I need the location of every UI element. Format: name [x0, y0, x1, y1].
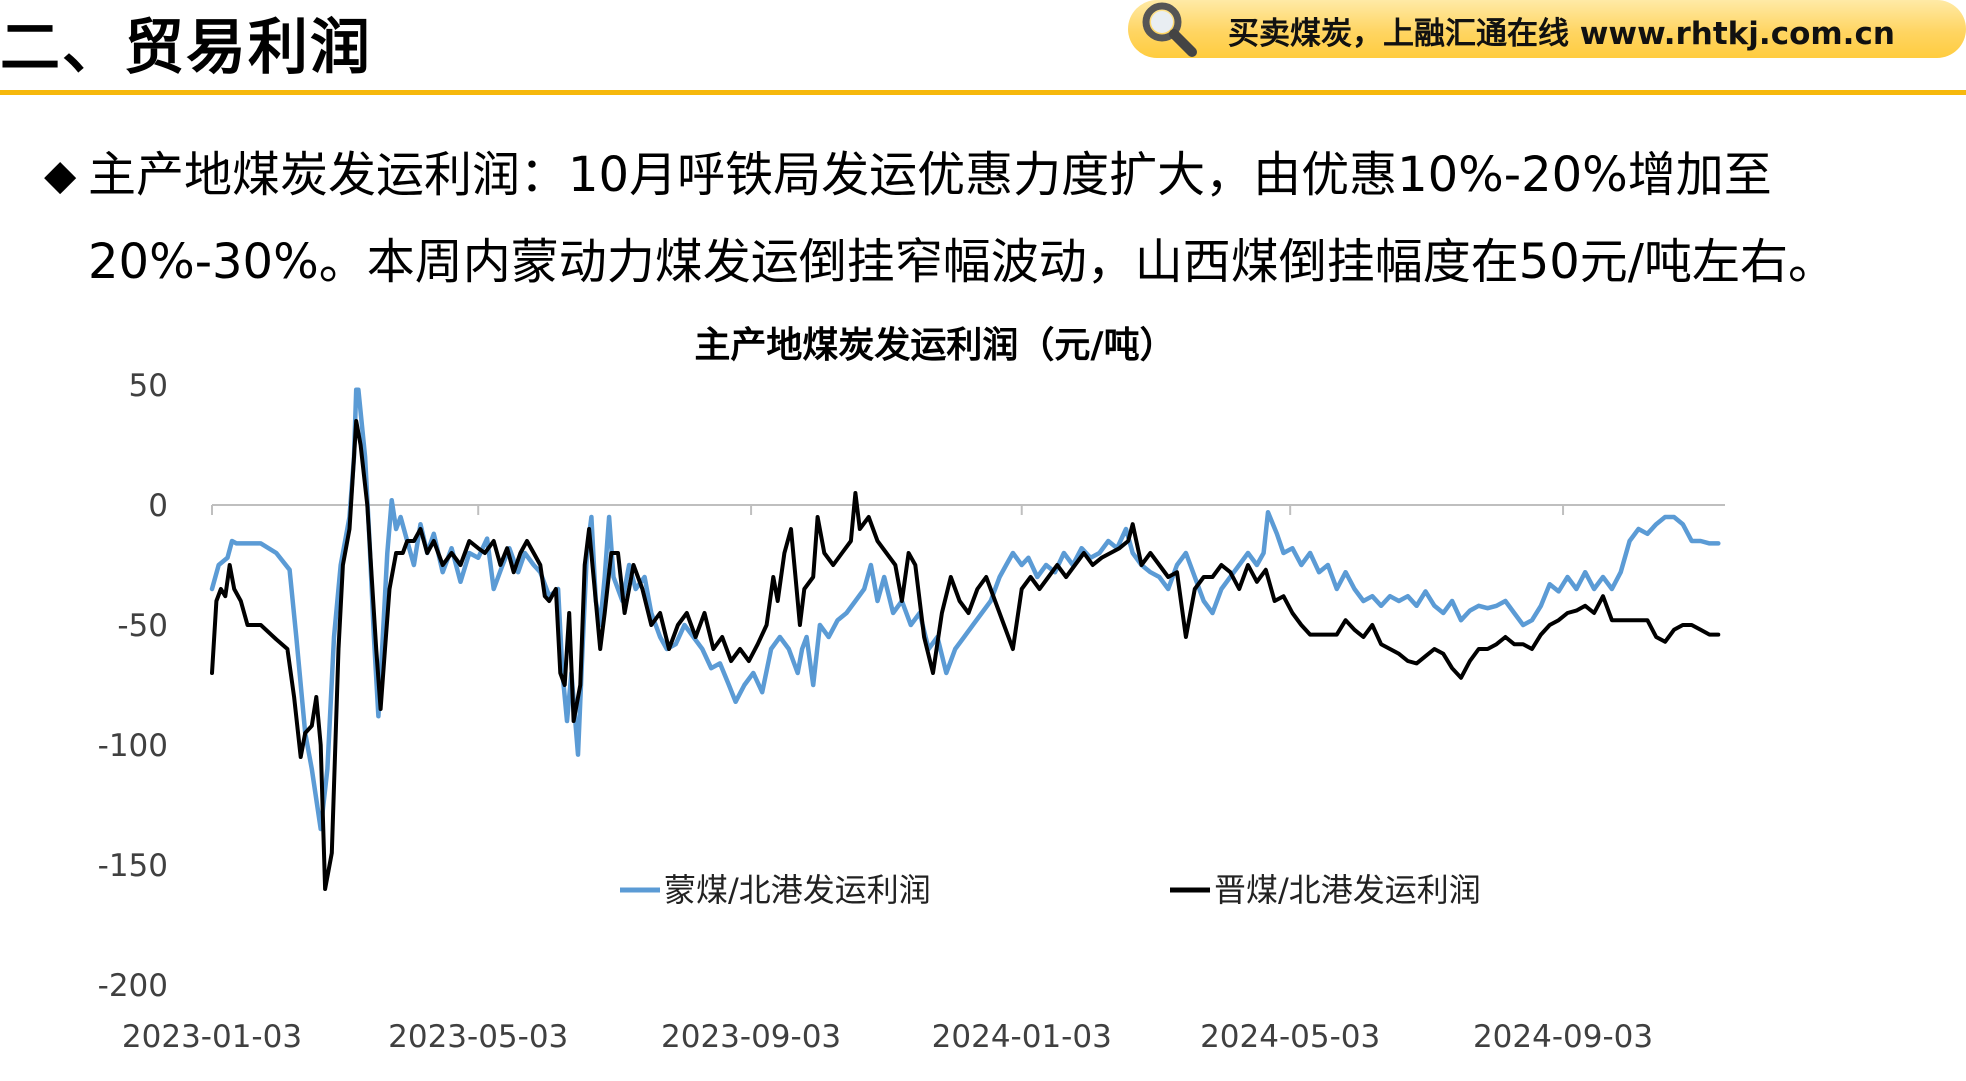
- x-tick-label: 2024-01-03: [932, 1019, 1112, 1055]
- y-tick-label: -200: [98, 968, 168, 1004]
- website-banner[interactable]: 买卖煤炭，上融汇通在线 www.rhtkj.com.cn: [1128, 0, 1966, 58]
- x-tick-label: 2023-01-03: [122, 1019, 302, 1055]
- section-title: 二、贸易利润: [0, 13, 372, 83]
- bullet-line-2: 20%-30%。本周内蒙动力煤发运倒挂窄幅波动，山西煤倒挂幅度在50元/吨左右。: [88, 234, 1836, 290]
- profit-line-chart: 主产地煤炭发运利润（元/吨） 50 0 -50 -100 -150 -200 2023-0…: [98, 325, 1725, 1055]
- x-tick-label: 2023-09-03: [661, 1019, 841, 1055]
- x-tick-label: 2024-09-03: [1473, 1019, 1653, 1055]
- chart-title: 主产地煤炭发运利润（元/吨）: [694, 325, 1175, 366]
- y-tick-label: -100: [98, 728, 168, 764]
- y-tick-label: 0: [148, 488, 168, 524]
- legend-label: 晋煤/北港发运利润: [1214, 871, 1481, 909]
- legend-label: 蒙煤/北港发运利润: [664, 871, 931, 909]
- y-tick-label: -150: [98, 848, 168, 884]
- banner-text[interactable]: 买卖煤炭，上融汇通在线 www.rhtkj.com.cn: [1228, 16, 1895, 52]
- y-tick-label: 50: [129, 368, 168, 404]
- x-tick-label: 2023-05-03: [388, 1019, 568, 1055]
- bullet-diamond: ◆: [44, 150, 77, 199]
- series-line-jin-coal: [210, 419, 1721, 891]
- search-icon: [1142, 2, 1197, 57]
- bullet-line-1: 主产地煤炭发运利润：10月呼铁局发运优惠力度扩大，由优惠10%-20%增加至: [88, 147, 1772, 203]
- header-divider: [0, 90, 1966, 95]
- x-tick-label: 2024-05-03: [1200, 1019, 1380, 1055]
- y-tick-label: -50: [117, 608, 168, 644]
